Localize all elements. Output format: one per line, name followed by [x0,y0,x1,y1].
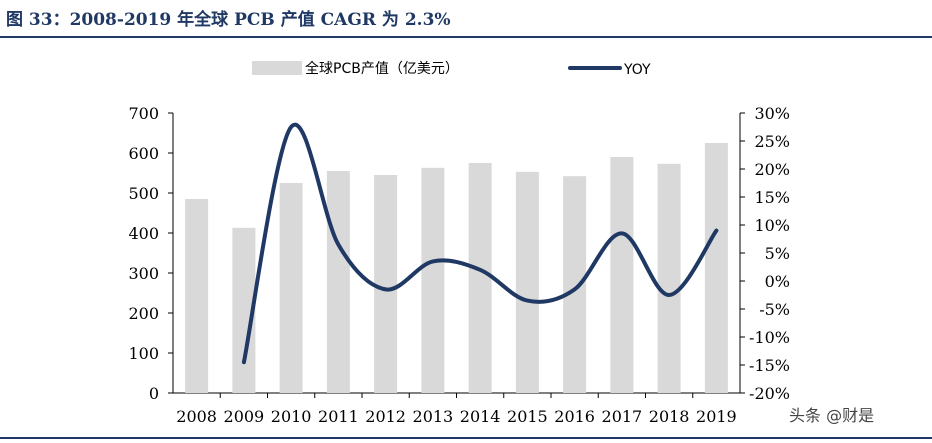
left-tick-label: 500 [128,184,159,203]
bar-2017 [610,157,634,393]
right-tick-labels: -20% -15% -10% -5% 0% 5% 10% 15% 20% 25% 30% [749,104,790,403]
left-tick-label: 200 [128,304,159,323]
x-tick-label: 2012 [365,407,406,426]
x-tick-label: 2016 [554,407,595,426]
left-tick-label: 700 [128,104,159,123]
bar-2009 [232,227,256,393]
bar-2016 [563,176,587,393]
bottom-rule [0,437,932,439]
yoy-line [241,122,719,365]
figure-title: 图 33：2008-2019 年全球 PCB 产值 CAGR 为 2.3% [6,10,451,30]
bars [185,143,728,393]
right-tick-label: -15% [749,356,790,375]
right-tick-label: 5% [765,244,790,263]
right-tick-label: 15% [754,188,790,207]
x-tick-label: 2014 [460,407,501,426]
bar-2010 [279,183,303,393]
x-tick-label: 2015 [507,407,548,426]
bar-2008 [185,199,209,393]
legend-line-label: YOY [623,62,651,78]
x-tick-labels: 2008 2009 2010 2011 2012 2013 2014 2015 2016 2017… [176,407,736,426]
bar-2014 [468,163,492,393]
x-tick-label: 2008 [176,407,217,426]
right-tick-label: 10% [754,216,790,235]
left-tick-label: 0 [149,384,159,403]
right-tick-label: -10% [749,328,790,347]
bar-2011 [326,171,350,393]
x-tick-label: 2013 [413,407,454,426]
axes [168,112,745,398]
bar-2015 [515,171,539,393]
left-tick-label: 100 [128,344,159,363]
right-tick-label: 25% [754,132,790,151]
legend: 全球PCB产值（亿美元） YOY [252,60,651,78]
left-tick-labels: 0 100 200 300 400 500 600 700 [128,104,159,403]
x-tick-label: 2018 [649,407,690,426]
x-tick-label: 2011 [318,407,359,426]
bar-2019 [704,143,728,393]
legend-bar-label: 全球PCB产值（亿美元） [305,60,459,77]
x-tick-label: 2009 [224,407,265,426]
top-rule [0,36,932,38]
left-tick-label: 600 [128,144,159,163]
right-tick-label: -20% [749,384,790,403]
bar-2013 [421,167,445,393]
right-tick-label: 0% [765,272,790,291]
bar-2018 [657,163,681,393]
right-tick-label: 20% [754,160,790,179]
legend-bar-swatch [252,61,302,75]
left-tick-label: 400 [128,224,159,243]
watermark: 头条 @财是 [789,406,874,425]
left-tick-label: 300 [128,264,159,283]
bar-2012 [374,175,398,393]
right-tick-label: -5% [759,300,790,319]
x-tick-label: 2019 [696,407,737,426]
x-tick-label: 2017 [602,407,643,426]
yoy-series [241,122,719,365]
right-tick-label: 30% [754,104,790,123]
x-tick-label: 2010 [271,407,312,426]
